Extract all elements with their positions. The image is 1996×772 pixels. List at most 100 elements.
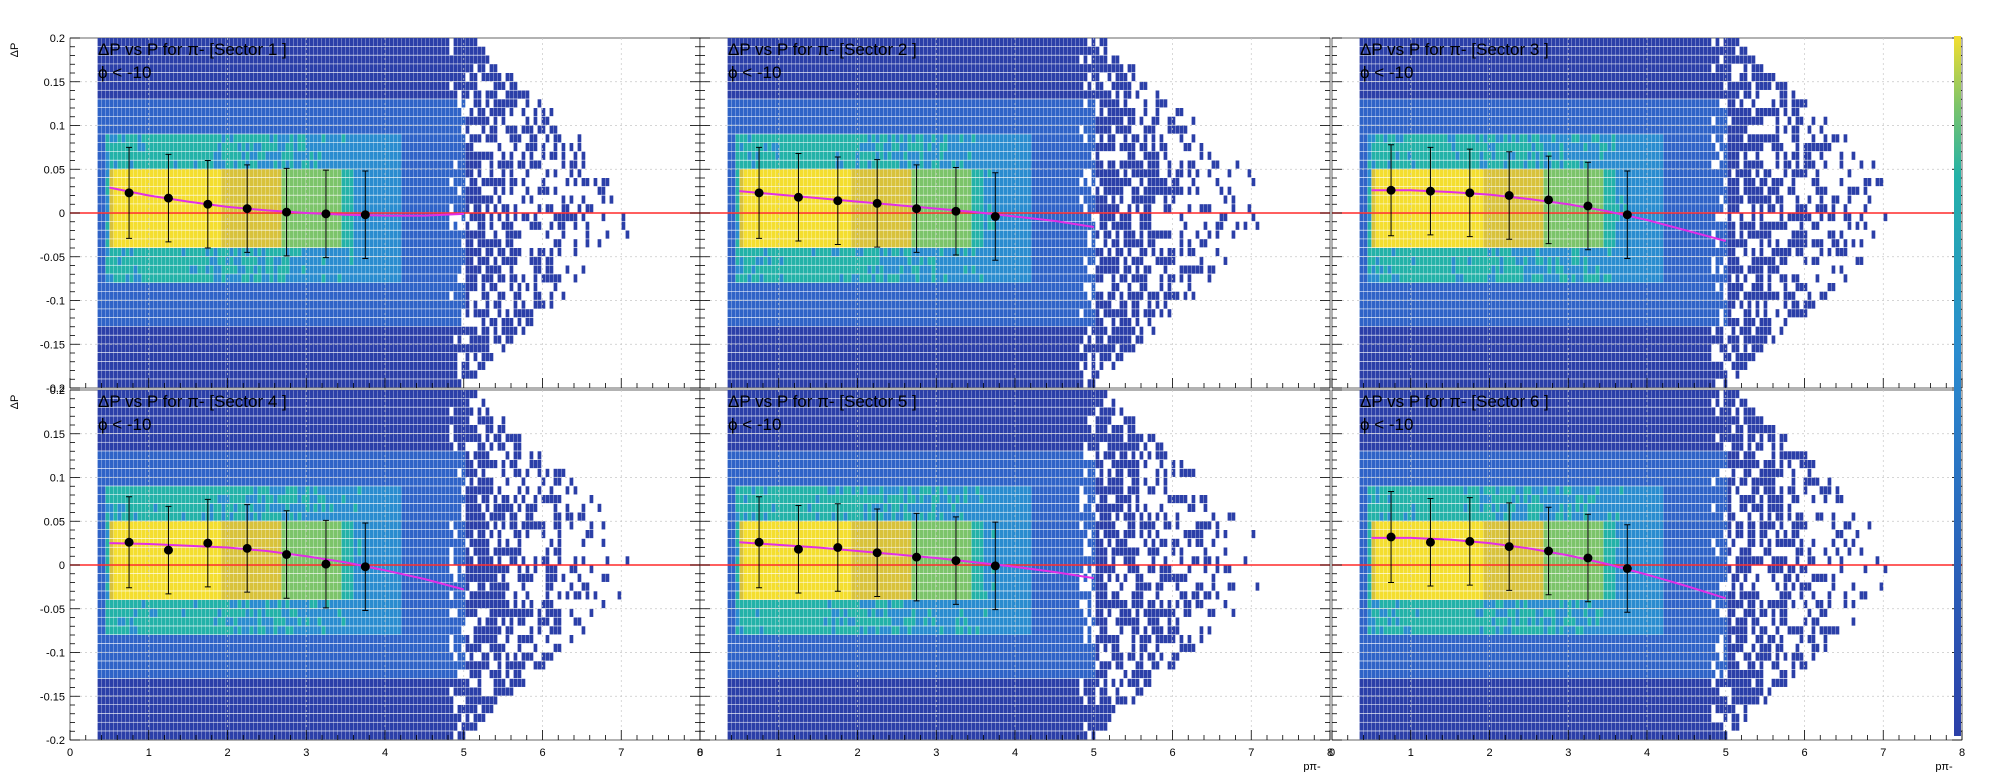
profile-point [1386,491,1396,583]
profile-marker [203,199,213,209]
profile-point [321,169,331,259]
profile-point [833,156,843,245]
x-tick-label: 4 [382,747,388,759]
profile-point [1425,498,1435,587]
y-tick-label: -0.2 [46,383,65,395]
y-tick-label: 0.05 [44,516,65,528]
profile-marker [990,212,1000,221]
x-tick-label: 8 [697,747,703,759]
heatmap-cells [727,390,1260,740]
y-tick-label: 0.2 [50,385,65,397]
profile-point [990,172,1000,261]
x-tick-label: 0 [1329,747,1335,759]
profile-marker [360,210,370,220]
x-tick-label: 2 [1486,747,1492,759]
profile-point [912,164,922,253]
color-scale-gradient [1954,36,1961,736]
profile-marker [1622,210,1632,220]
profile-point [124,496,134,589]
profile-marker [163,545,173,555]
profile-marker [321,209,331,219]
profile-point [1465,497,1475,586]
y-axis-label: ΔP [9,43,21,58]
profile-point [1583,161,1593,251]
profile-marker [360,562,370,572]
profile-marker [1504,191,1514,200]
profile-marker [1544,546,1554,556]
profile-marker [793,544,803,554]
x-tick-label: 0 [67,747,73,759]
panel-subtitle: ϕ < -10 [98,415,151,434]
profile-point [1544,155,1554,245]
x-tick-label: 6 [1169,747,1175,759]
profile-marker [793,192,803,202]
y-tick-label: 0 [59,560,65,572]
profile-point [951,516,961,605]
panel-subtitle: ϕ < -10 [98,63,151,82]
profile-point [163,505,173,595]
y-tick-label: 0 [59,208,65,220]
x-tick-label: 8 [1959,747,1965,759]
y-axis-label: ΔP [9,395,21,410]
x-tick-label: 3 [303,747,309,759]
axis-ticks [699,37,1331,389]
profile-marker [833,543,843,552]
profile-point [321,519,331,609]
axis-ticks [69,389,701,741]
profile-marker [242,204,252,214]
profile-marker [321,559,331,569]
x-tick-label: 1 [146,747,152,759]
heatmap-cells [1359,390,1888,740]
sector-5-panel: 0 1 2 3 4 5 6 7 8 pπ- ΔP vs P for π- [Sector 5 ] ϕ … [697,389,1333,772]
y-tick-label: 0.15 [44,429,65,441]
profile-marker [1544,195,1554,205]
profile-point [282,510,292,599]
profile-marker [1583,553,1593,563]
profile-marker [282,550,292,559]
x-tick-label: 7 [618,747,624,759]
profile-point [1622,524,1632,613]
profile-marker [1425,537,1435,547]
x-tick-label: 6 [539,747,545,759]
sector-1-panel: -0.2 -0.15 -0.1 -0.05 0 0.05 0.1 0.15 0.2 ΔP ΔP vs… [9,33,701,395]
profile-point [1583,513,1593,603]
profile-point [1425,146,1435,236]
profile-marker [754,537,764,547]
profile-point [163,153,173,243]
y-tick-label: 0.1 [50,121,65,133]
profile-point [754,146,764,239]
profile-point [282,167,292,257]
profile-point [793,505,803,594]
panel-title: ΔP vs P for π- [Sector 2 ] [728,40,917,59]
profile-marker [1425,186,1435,196]
y-tick-label: -0.2 [46,735,65,747]
color-scale-bar [1954,36,1961,736]
profile-marker [163,193,173,203]
x-tick-label: 6 [1801,747,1807,759]
x-tick-label: 4 [1644,747,1650,759]
profile-marker [124,188,134,198]
profile-point [360,170,370,259]
profile-marker [282,207,292,217]
profile-point [360,522,370,611]
y-tick-label: -0.1 [46,296,65,308]
profile-marker [872,198,882,208]
profile-point [1386,144,1396,237]
profile-point [242,504,252,593]
panel-subtitle: ϕ < -10 [728,63,781,82]
y-tick-label: 0.15 [44,77,65,89]
x-tick-label: 8 [1327,747,1333,759]
sector-6-panel: 0 1 2 3 4 5 6 7 8 pπ- ΔP vs P for π- [Sector 6 ] ϕ … [1329,389,1965,772]
y-tick-label: -0.05 [40,252,65,264]
x-tick-label: 4 [1012,747,1018,759]
x-tick-label: 2 [854,747,860,759]
panel-title: ΔP vs P for π- [Sector 3 ] [1360,40,1549,59]
profile-point [990,521,1000,611]
profile-marker [1465,188,1475,198]
profile-marker [1386,185,1396,195]
profile-marker [754,188,764,198]
axis-ticks [699,389,1331,741]
profile-marker [990,561,1000,571]
profile-marker [242,543,252,553]
